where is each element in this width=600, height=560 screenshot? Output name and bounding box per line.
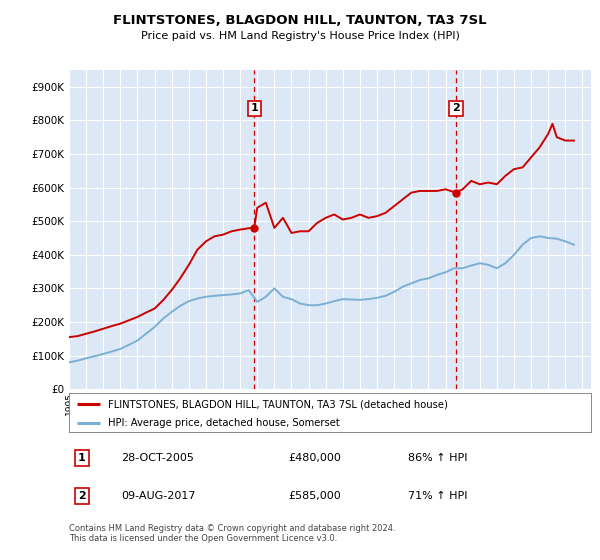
Text: 71% ↑ HPI: 71% ↑ HPI <box>409 491 468 501</box>
Text: 2: 2 <box>452 103 460 113</box>
Text: 2: 2 <box>78 491 86 501</box>
Text: £480,000: £480,000 <box>288 453 341 463</box>
Text: 1: 1 <box>78 453 86 463</box>
Text: £585,000: £585,000 <box>288 491 341 501</box>
Text: Price paid vs. HM Land Registry's House Price Index (HPI): Price paid vs. HM Land Registry's House … <box>140 31 460 41</box>
Text: FLINTSTONES, BLAGDON HILL, TAUNTON, TA3 7SL: FLINTSTONES, BLAGDON HILL, TAUNTON, TA3 … <box>113 14 487 27</box>
Text: 28-OCT-2005: 28-OCT-2005 <box>121 453 194 463</box>
Text: FLINTSTONES, BLAGDON HILL, TAUNTON, TA3 7SL (detached house): FLINTSTONES, BLAGDON HILL, TAUNTON, TA3 … <box>108 399 448 409</box>
Text: 1: 1 <box>250 103 258 113</box>
Text: Contains HM Land Registry data © Crown copyright and database right 2024.
This d: Contains HM Land Registry data © Crown c… <box>69 524 395 543</box>
Text: HPI: Average price, detached house, Somerset: HPI: Average price, detached house, Some… <box>108 418 340 427</box>
Text: 86% ↑ HPI: 86% ↑ HPI <box>409 453 468 463</box>
Text: 09-AUG-2017: 09-AUG-2017 <box>121 491 196 501</box>
